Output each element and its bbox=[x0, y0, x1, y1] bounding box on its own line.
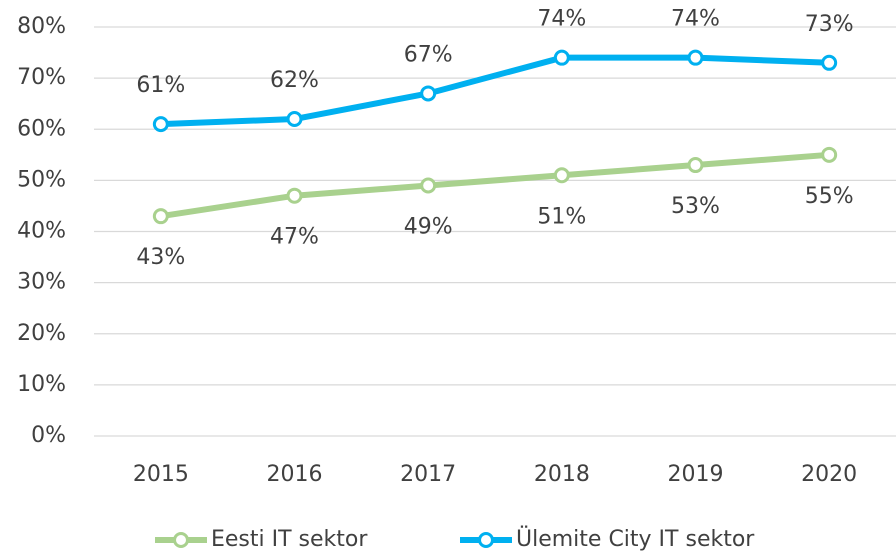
x-tick-label: 2019 bbox=[668, 462, 724, 487]
marker bbox=[152, 208, 169, 225]
y-tick-label: 70% bbox=[17, 65, 66, 90]
x-tick-label: 2018 bbox=[534, 462, 590, 487]
y-tick-label: 30% bbox=[17, 270, 66, 295]
x-tick-label: 2015 bbox=[133, 462, 189, 487]
y-tick-label: 80% bbox=[17, 14, 66, 39]
marker bbox=[821, 54, 838, 71]
data-label: 53% bbox=[671, 194, 720, 219]
x-tick-label: 2017 bbox=[400, 462, 456, 487]
marker bbox=[821, 146, 838, 163]
y-tick-label: 50% bbox=[17, 167, 66, 192]
series-line bbox=[160, 54, 830, 128]
y-tick-label: 10% bbox=[17, 372, 66, 397]
y-tick-label: 60% bbox=[17, 116, 66, 141]
marker bbox=[152, 116, 169, 133]
data-label: 43% bbox=[136, 245, 185, 270]
marker bbox=[420, 177, 437, 194]
marker bbox=[286, 187, 303, 204]
legend-marker bbox=[173, 532, 189, 548]
data-label: 55% bbox=[805, 184, 854, 209]
marker bbox=[687, 49, 704, 66]
marker bbox=[420, 85, 437, 102]
series-line bbox=[160, 151, 830, 220]
y-tick-label: 20% bbox=[17, 321, 66, 346]
legend-label: Ülemite City IT sektor bbox=[516, 526, 755, 552]
data-label: 62% bbox=[270, 68, 319, 93]
marker bbox=[286, 111, 303, 128]
marker bbox=[553, 167, 570, 184]
y-tick-label: 40% bbox=[17, 219, 66, 244]
marker bbox=[687, 157, 704, 174]
legend-marker bbox=[478, 532, 494, 548]
data-label: 74% bbox=[537, 7, 586, 32]
data-label: 67% bbox=[404, 42, 453, 67]
y-tick-label: 0% bbox=[31, 423, 66, 448]
x-tick-label: 2016 bbox=[267, 462, 323, 487]
data-label: 49% bbox=[404, 214, 453, 239]
marker bbox=[553, 49, 570, 66]
data-label: 47% bbox=[270, 225, 319, 250]
x-tick-label: 2020 bbox=[801, 462, 857, 487]
data-label: 74% bbox=[671, 7, 720, 32]
data-label: 51% bbox=[537, 204, 586, 229]
data-label: 73% bbox=[805, 12, 854, 37]
legend-label: Eesti IT sektor bbox=[211, 527, 368, 552]
data-label: 61% bbox=[136, 73, 185, 98]
